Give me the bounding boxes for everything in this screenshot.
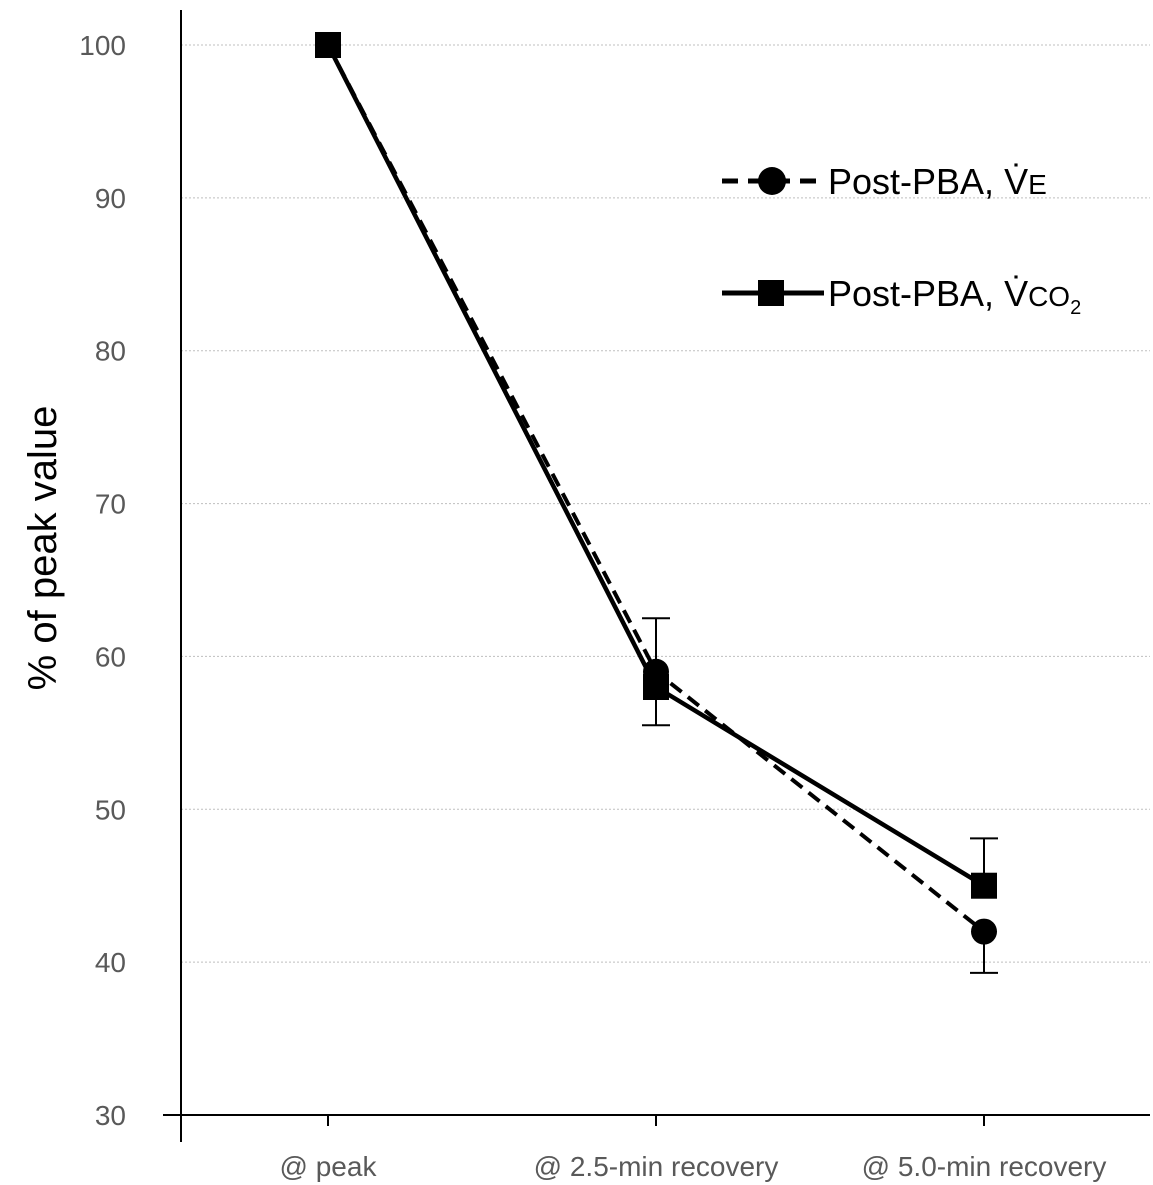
y-tick-label: 60 bbox=[95, 641, 126, 672]
y-axis: 30 40 50 60 70 80 90 100 bbox=[79, 10, 182, 1142]
legend-marker-square bbox=[758, 280, 784, 306]
legend-label-main: Post-PBA, V̇ bbox=[828, 273, 1028, 314]
y-tick-label: 50 bbox=[95, 794, 126, 825]
legend-label-subscript: 2 bbox=[1070, 297, 1081, 319]
y-tick-label: 70 bbox=[95, 489, 126, 520]
data-point-circle bbox=[315, 32, 341, 58]
data-point-square bbox=[971, 872, 997, 899]
x-axis: @ peak @ 2.5-min recovery @ 5.0-min recove… bbox=[163, 1114, 1150, 1182]
gridlines bbox=[181, 44, 1150, 963]
y-tick-label: 90 bbox=[95, 183, 126, 214]
legend-label-variable: E bbox=[1028, 169, 1047, 200]
data-point-circle bbox=[643, 658, 669, 685]
y-tick-label: 80 bbox=[95, 336, 126, 367]
y-tick-label: 40 bbox=[95, 947, 126, 978]
legend-label-main: Post-PBA, V̇ bbox=[828, 161, 1028, 202]
y-axis-title: % of peak value bbox=[21, 406, 65, 691]
data-point-circle bbox=[971, 918, 997, 945]
legend-item-ve: Post-PBA, V̇E bbox=[722, 161, 1047, 202]
legend-item-vco2: Post-PBA, V̇CO2 bbox=[722, 273, 1081, 319]
x-tick-label: @ 2.5-min recovery bbox=[534, 1151, 779, 1182]
series-ve bbox=[315, 32, 998, 974]
legend-marker-circle bbox=[758, 167, 786, 195]
series-layer bbox=[315, 32, 998, 974]
x-tick-label: @ 5.0-min recovery bbox=[862, 1151, 1107, 1182]
legend-label: Post-PBA, V̇E bbox=[828, 161, 1047, 202]
legend-label: Post-PBA, V̇CO2 bbox=[828, 273, 1081, 319]
legend-label-variable: CO bbox=[1028, 281, 1070, 312]
y-tick-label: 30 bbox=[95, 1100, 126, 1131]
y-tick-label: 100 bbox=[79, 30, 126, 61]
x-tick-label: @ peak bbox=[280, 1151, 378, 1182]
